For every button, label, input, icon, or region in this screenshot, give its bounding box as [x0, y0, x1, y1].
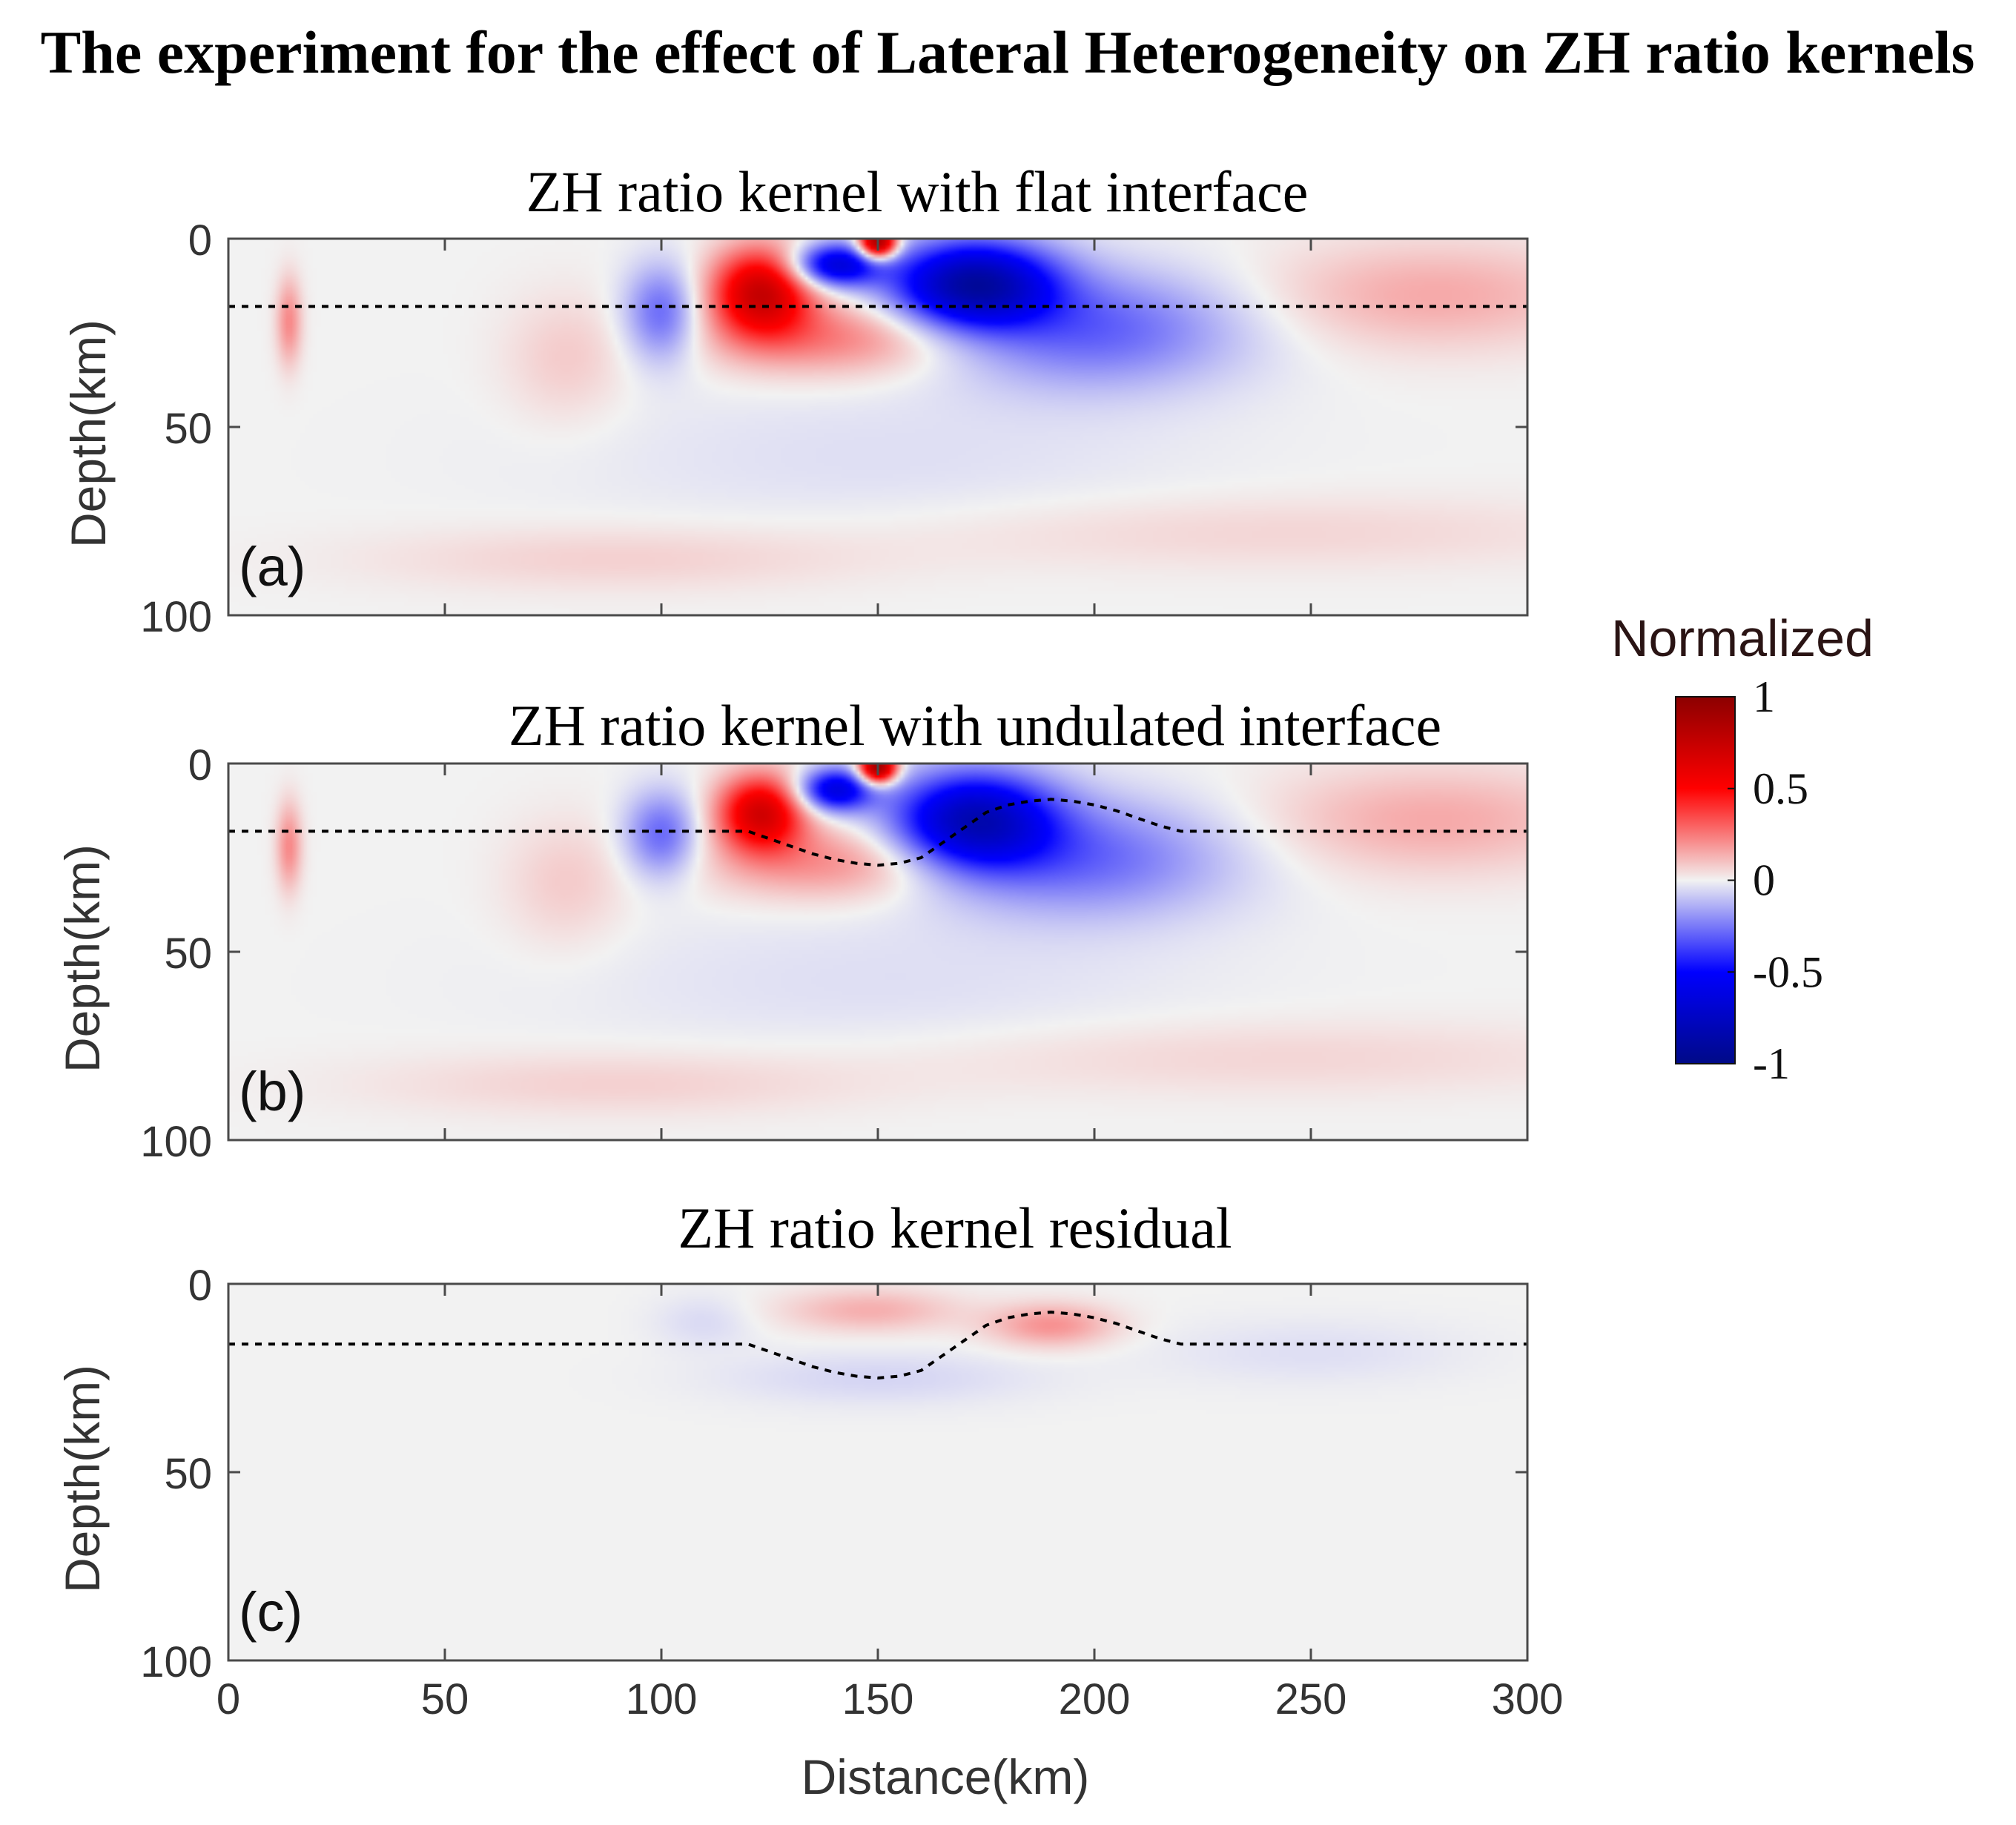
panel-b-label: (b) — [239, 1061, 305, 1122]
x-tick-label: 250 — [1275, 1675, 1347, 1723]
colorbar-tick-label: -0.5 — [1753, 947, 1823, 996]
panel-a-title: ZH ratio kernel with flat interface — [526, 159, 1309, 224]
y-tick-label: 50 — [164, 1450, 212, 1498]
panel-a: ZH ratio kernel with flat interface 0 50 1… — [61, 159, 1529, 641]
figure-title: The experiment for the effect of Lateral… — [41, 19, 1975, 86]
y-tick-label: 50 — [164, 405, 212, 453]
panel-b-heatmap — [228, 764, 1527, 1140]
y-tick-label: 0 — [188, 741, 212, 789]
panel-a-ticks: 0 50 100 — [140, 216, 1529, 641]
y-tick-label: 0 — [188, 216, 212, 265]
panel-c: ZH ratio kernel residual 0 50 100 150 200 250… — [55, 1196, 1563, 1804]
colorbar: Normalized 1 0.5 0 -0.5 -1 — [1611, 609, 1874, 1088]
panel-c-label: (c) — [239, 1581, 303, 1643]
colorbar-tick-label: 0 — [1753, 856, 1775, 905]
x-tick-label: 0 — [217, 1675, 240, 1723]
panel-a-heatmap — [228, 239, 1527, 615]
panel-c-ticks: 0 50 100 150 200 250 300 0 50 100 — [140, 1262, 1563, 1723]
panel-c-heatmap — [228, 1284, 1527, 1660]
colorbar-tick-label: 1 — [1753, 672, 1775, 721]
panel-c-ylabel: Depth(km) — [55, 1365, 110, 1593]
panel-a-label: (a) — [239, 536, 305, 597]
x-tick-label: 300 — [1492, 1675, 1564, 1723]
panel-c-title: ZH ratio kernel residual — [678, 1196, 1232, 1260]
colorbar-label: Normalized — [1611, 609, 1874, 667]
y-tick-label: 100 — [140, 1638, 212, 1686]
panel-b-ylabel: Depth(km) — [55, 844, 110, 1073]
panel-c-interface-line — [228, 1311, 1527, 1380]
y-tick-label: 0 — [188, 1262, 212, 1310]
colorbar-tick-label: -1 — [1753, 1039, 1790, 1088]
y-tick-label: 100 — [140, 593, 212, 641]
y-tick-label: 50 — [164, 930, 212, 978]
panel-b: ZH ratio kernel with undulated interface… — [55, 693, 1529, 1166]
colorbar-gradient — [1675, 696, 1736, 1064]
panel-a-ylabel: Depth(km) — [61, 319, 116, 548]
panel-b-interface-line — [228, 798, 1527, 867]
colorbar-ticks: 1 0.5 0 -0.5 -1 — [1728, 672, 1823, 1088]
x-tick-label: 50 — [421, 1675, 469, 1723]
panel-b-ticks: 0 50 100 — [140, 741, 1529, 1166]
x-tick-label: 150 — [842, 1675, 914, 1723]
y-tick-label: 100 — [140, 1118, 212, 1166]
x-tick-label: 200 — [1059, 1675, 1131, 1723]
x-tick-label: 100 — [626, 1675, 698, 1723]
panel-b-title: ZH ratio kernel with undulated interface — [509, 693, 1441, 758]
colorbar-tick-label: 0.5 — [1753, 764, 1808, 813]
x-axis-label: Distance(km) — [802, 1749, 1090, 1804]
